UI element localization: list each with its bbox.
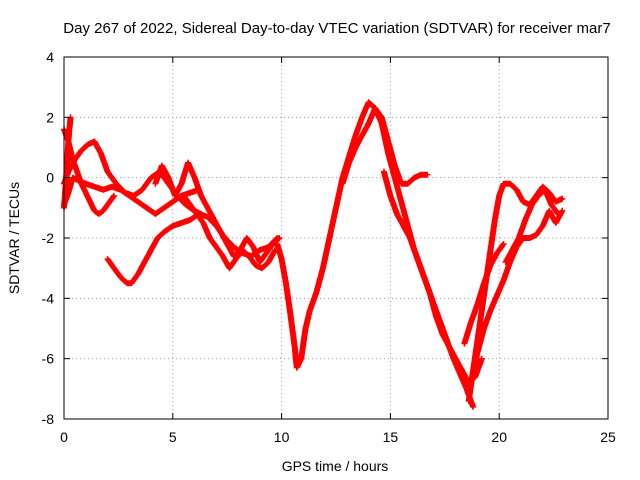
data-series [61,99,566,410]
series-arc-10 [380,168,485,386]
chart-title: Day 267 of 2022, Sidereal Day-to-day VTE… [63,20,610,37]
x-tick-label: 20 [491,429,507,445]
y-tick-label: 0 [46,170,54,186]
x-tick-label: 10 [274,429,290,445]
x-tick-label: 15 [383,429,399,445]
series-arc-6 [152,159,283,266]
x-tick-label: 5 [169,429,177,445]
y-tick-label: 4 [46,49,54,65]
x-tick-label: 0 [60,429,68,445]
x-tick-label: 25 [600,429,616,445]
y-tick-label: 2 [46,109,54,125]
series-arc-14 [502,186,561,266]
y-axis-label: SDTVAR / TECUs [6,182,22,294]
y-tick-label: -2 [42,230,55,246]
y-tick-label: -8 [42,411,55,427]
x-axis-label: GPS time / hours [282,458,389,474]
y-tick-label: -4 [42,290,55,306]
series-arc-13 [461,241,507,347]
axes: 0 5 10 15 20 25 -8 -6 -4 -2 0 2 4 [42,49,616,445]
series-arc-8 [274,99,477,410]
series-arc-7 [180,192,279,272]
series-arc-9 [339,105,431,187]
y-tick-label: -6 [42,351,55,367]
